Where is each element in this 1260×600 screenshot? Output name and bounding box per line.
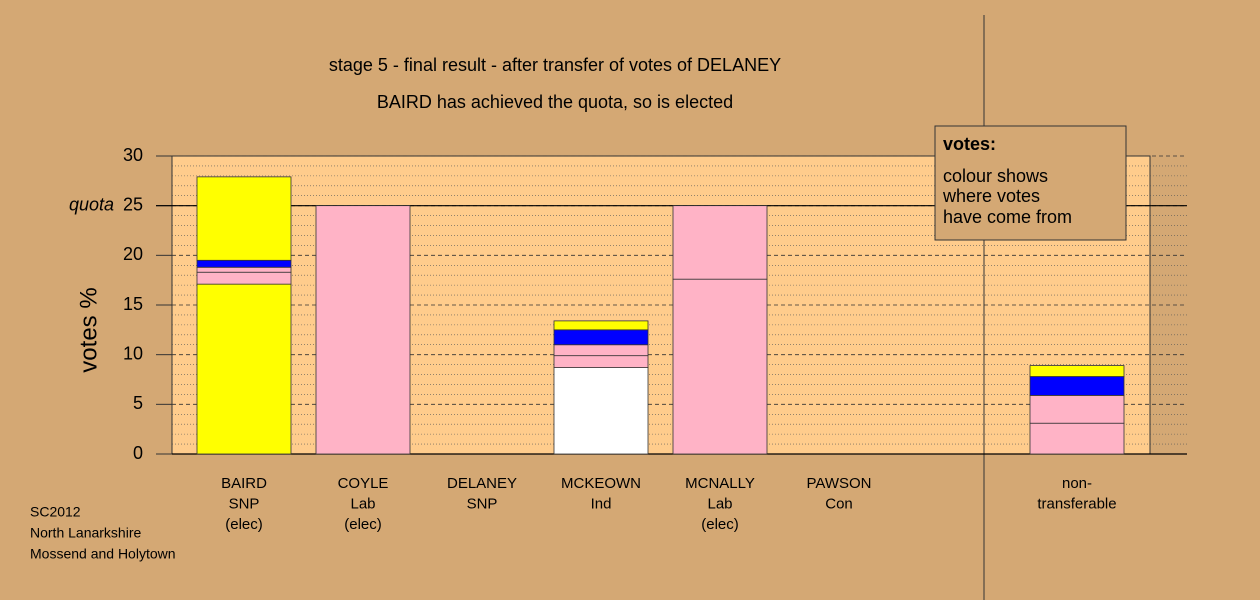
- y-tick-label: 25: [123, 194, 143, 214]
- chart-subtitle: BAIRD has achieved the quota, so is elec…: [377, 92, 733, 112]
- x-tick-label: Con: [825, 495, 853, 512]
- note: SC2012: [30, 504, 81, 520]
- x-tick-label: Ind: [591, 495, 612, 512]
- bar-segment: [672, 278, 768, 455]
- x-tick-label: Lab: [707, 495, 732, 512]
- quota-label: quota: [69, 194, 114, 214]
- x-tick-label: DELANEY: [447, 475, 517, 492]
- bar-segment: [196, 266, 292, 273]
- legend-text: where votes: [942, 186, 1040, 206]
- bar-segment: [1029, 394, 1125, 424]
- bar-segment: [196, 259, 292, 268]
- legend-box: [934, 125, 1127, 241]
- bar-segment: [553, 329, 649, 346]
- x-tick-label: SNP: [467, 495, 498, 512]
- bar-segment: [315, 205, 411, 455]
- x-tick-label: MCKEOWN: [561, 475, 641, 492]
- bar-segment: [553, 367, 649, 455]
- bar-segment: [672, 205, 768, 280]
- chart-title: stage 5 - final result - after transfer …: [329, 55, 781, 75]
- y-tick-label: 15: [123, 294, 143, 314]
- legend-text: colour shows: [943, 166, 1048, 186]
- x-tick-label: non-: [1062, 475, 1092, 492]
- x-tick-label: PAWSON: [806, 475, 871, 492]
- bar-segment: [196, 271, 292, 285]
- note: North Lanarkshire: [30, 525, 141, 541]
- note: Mossend and Holytown: [30, 546, 176, 562]
- bar-segment: [553, 355, 649, 368]
- bar-segment: [1029, 365, 1125, 377]
- x-tick-label: (elec): [701, 516, 739, 533]
- x-tick-label: MCNALLY: [685, 475, 755, 492]
- legend-text: have come from: [943, 207, 1072, 227]
- bar-segment: [196, 283, 292, 455]
- bar-segment: [553, 320, 649, 331]
- bar-segment: [553, 344, 649, 357]
- y-tick-label: 30: [123, 145, 143, 165]
- x-tick-label: SNP: [229, 495, 260, 512]
- x-tick-label: transferable: [1037, 495, 1116, 512]
- x-tick-label: Lab: [350, 495, 375, 512]
- x-tick-label: BAIRD: [221, 475, 267, 492]
- y-tick-label: 5: [133, 393, 143, 413]
- y-tick-label: 20: [123, 244, 143, 264]
- bar-segment: [1029, 422, 1125, 455]
- bar-segment: [1029, 376, 1125, 396]
- y-axis-label: votes %: [75, 287, 102, 372]
- x-tick-label: (elec): [344, 516, 382, 533]
- x-tick-label: (elec): [225, 516, 263, 533]
- bar-segment: [196, 176, 292, 261]
- legend-title: votes:: [943, 134, 996, 154]
- y-tick-label: 10: [123, 343, 143, 363]
- y-tick-label: 0: [133, 443, 143, 463]
- x-tick-label: COYLE: [338, 475, 389, 492]
